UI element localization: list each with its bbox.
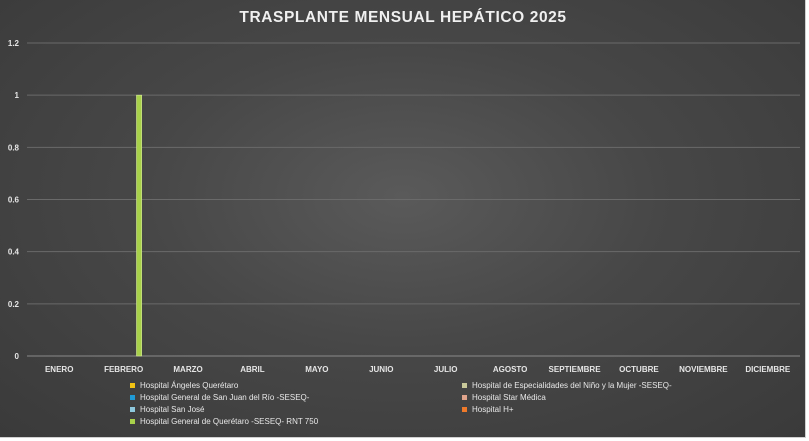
x-tick-label: ABRIL [240,365,265,374]
legend: Hospital Ángeles Querétaro Hospital de Es… [130,380,710,427]
legend-item: Hospital de Especialidades del Niño y la… [462,380,710,391]
x-tick-label: DICIEMBRE [745,365,791,374]
y-tick-label: 0 [15,352,20,361]
chart-title: TRASPLANTE MENSUAL HEPÁTICO 2025 [239,9,567,26]
legend-swatch [130,419,135,424]
x-tick-label: MAYO [305,365,328,374]
x-tick-label: OCTUBRE [619,365,659,374]
legend-item: Hospital Star Médica [462,392,710,403]
legend-label: Hospital San José [140,405,205,414]
x-tick-label: FEBRERO [104,365,143,374]
x-tick-label: ENERO [45,365,73,374]
legend-item: Hospital H+ [462,404,710,415]
x-tick-label: MARZO [173,365,202,374]
legend-item: Hospital General de Querétaro -SESEQ- RN… [130,416,462,427]
legend-swatch [130,383,135,388]
legend-label: Hospital H+ [472,405,514,414]
x-tick-label: JULIO [434,365,458,374]
y-tick-label: 0.8 [8,143,20,152]
legend-label: Hospital de Especialidades del Niño y la… [472,381,672,390]
legend-swatch [130,407,135,412]
plot-area: 0 0.2 0.4 0.6 0.8 1 1.2 ENERO FEBRERO MARZO ABRIL M… [8,39,800,374]
y-tick-label: 1.2 [8,39,20,48]
legend-label: Hospital Ángeles Querétaro [140,381,239,390]
y-tick-label: 0.4 [8,248,20,257]
legend-item: Hospital San José [130,404,462,415]
x-tick-label: NOVIEMBRE [679,365,728,374]
legend-item: Hospital General de San Juan del Río -SE… [130,392,462,403]
x-tick-label: AGOSTO [493,365,528,374]
y-tick-label: 1 [15,91,20,100]
legend-swatch [462,383,467,388]
legend-item: Hospital Ángeles Querétaro [130,380,462,391]
legend-label: Hospital General de Querétaro -SESEQ- RN… [140,417,319,426]
legend-swatch [130,395,135,400]
x-tick-label: SEPTIEMBRE [549,365,602,374]
legend-label: Hospital General de San Juan del Río -SE… [140,393,310,402]
legend-label: Hospital Star Médica [472,393,546,402]
bar [136,94,142,357]
y-tick-label: 0.6 [8,196,20,205]
legend-swatch [462,395,467,400]
x-tick-label: JUNIO [369,365,393,374]
legend-swatch [462,407,467,412]
y-tick-label: 0.2 [8,300,20,309]
